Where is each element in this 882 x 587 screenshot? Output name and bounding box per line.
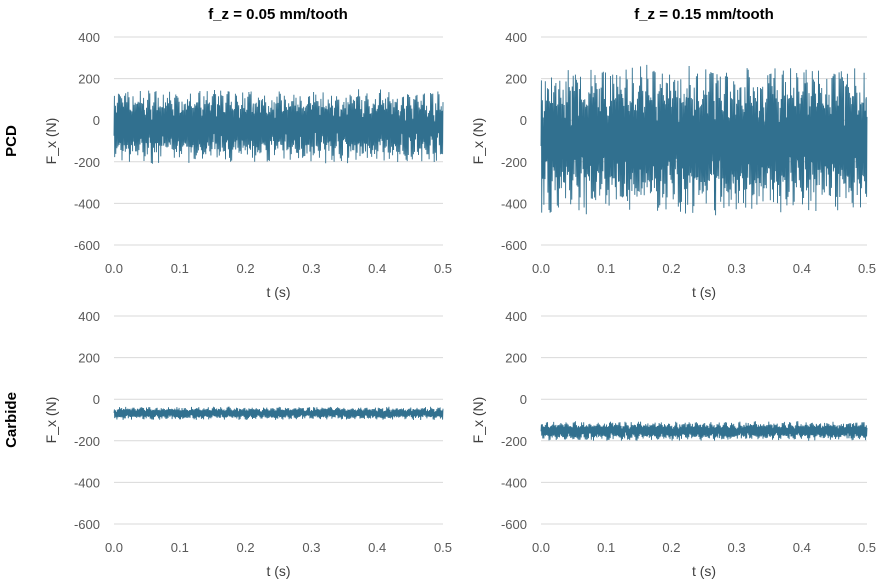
y-axis-label: F_x (N): [43, 118, 59, 165]
x-tick-label: 0.2: [662, 261, 680, 276]
x-axis-label: t (s): [692, 284, 716, 300]
y-tick-label: 0: [93, 392, 100, 407]
panel-3: 400 200 0 -200 -400 -600 0.0 0.1 0.2 0.3 0.4 0.5 t (…: [74, 309, 452, 579]
y-tick-label: 200: [505, 72, 527, 87]
x-tick-label: 0.3: [302, 261, 320, 276]
y-axis-label: F_x (N): [43, 397, 59, 444]
row-label-carbide: Carbide: [3, 392, 20, 448]
y-tick-label: 400: [505, 309, 527, 324]
x-tick-label: 0.3: [302, 540, 320, 555]
y-tick-label: -400: [74, 475, 100, 490]
x-tick-label: 0.5: [434, 261, 452, 276]
x-tick-label: 0.3: [728, 261, 746, 276]
y-tick-label: -200: [74, 434, 100, 449]
x-tick-label: 0.2: [237, 261, 255, 276]
column-title-1: f_z = 0.05 mm/tooth: [208, 6, 348, 23]
force-signal-line: [113, 406, 444, 421]
force-signal-line: [113, 89, 444, 164]
y-tick-label: -400: [501, 196, 527, 211]
panel-1: 400 200 0 -200 -400 -600 0.0 0.1 0.2 0.3 0.4 0.5 t (…: [74, 30, 452, 300]
x-tick-label: 0.0: [105, 261, 123, 276]
y-tick-label: 400: [78, 309, 100, 324]
x-tick-label: 0.1: [597, 540, 615, 555]
x-tick-label: 0.2: [662, 540, 680, 555]
x-tick-label: 0.5: [434, 540, 452, 555]
x-tick-label: 0.1: [171, 540, 189, 555]
x-tick-label: 0.5: [858, 540, 876, 555]
y-tick-label: -400: [501, 475, 527, 490]
panel-2: 400 200 0 -200 -400 -600 0.0 0.1 0.2 0.3 0.4 0.5 t (…: [501, 30, 876, 300]
x-tick-label: 0.4: [368, 261, 386, 276]
y-tick-label: -600: [74, 517, 100, 532]
y-axis-label: F_x (N): [470, 397, 486, 444]
y-tick-label: -400: [74, 196, 100, 211]
y-tick-label: -600: [74, 238, 100, 253]
force-signal-line: [540, 64, 868, 216]
x-tick-label: 0.1: [597, 261, 615, 276]
x-tick-label: 0.3: [728, 540, 746, 555]
y-tick-label: -600: [501, 238, 527, 253]
y-tick-label: 0: [93, 113, 100, 128]
x-tick-label: 0.2: [237, 540, 255, 555]
x-tick-label: 0.4: [793, 261, 811, 276]
y-tick-label: -600: [501, 517, 527, 532]
panel-4: 400 200 0 -200 -400 -600 0.0 0.1 0.2 0.3 0.4 0.5 t (…: [501, 309, 876, 579]
y-tick-label: 200: [78, 351, 100, 366]
row-label-pcd: PCD: [3, 125, 20, 157]
x-axis-label: t (s): [266, 284, 290, 300]
x-tick-label: 0.4: [793, 540, 811, 555]
y-tick-label: 0: [520, 113, 527, 128]
x-tick-label: 0.0: [105, 540, 123, 555]
column-title-2: f_z = 0.15 mm/tooth: [634, 6, 774, 23]
y-tick-label: 0: [520, 392, 527, 407]
x-axis-label: t (s): [266, 563, 290, 579]
x-tick-label: 0.0: [532, 540, 550, 555]
y-tick-label: -200: [501, 434, 527, 449]
x-tick-label: 0.0: [532, 261, 550, 276]
x-tick-label: 0.4: [368, 540, 386, 555]
y-tick-label: 400: [78, 30, 100, 45]
y-tick-label: 400: [505, 30, 527, 45]
force-signal-line: [540, 421, 868, 441]
x-tick-label: 0.1: [171, 261, 189, 276]
x-tick-label: 0.5: [858, 261, 876, 276]
y-tick-label: -200: [501, 155, 527, 170]
y-tick-label: 200: [505, 351, 527, 366]
y-tick-label: 200: [78, 72, 100, 87]
x-axis-label: t (s): [692, 563, 716, 579]
y-tick-label: -200: [74, 155, 100, 170]
y-axis-label: F_x (N): [470, 118, 486, 165]
